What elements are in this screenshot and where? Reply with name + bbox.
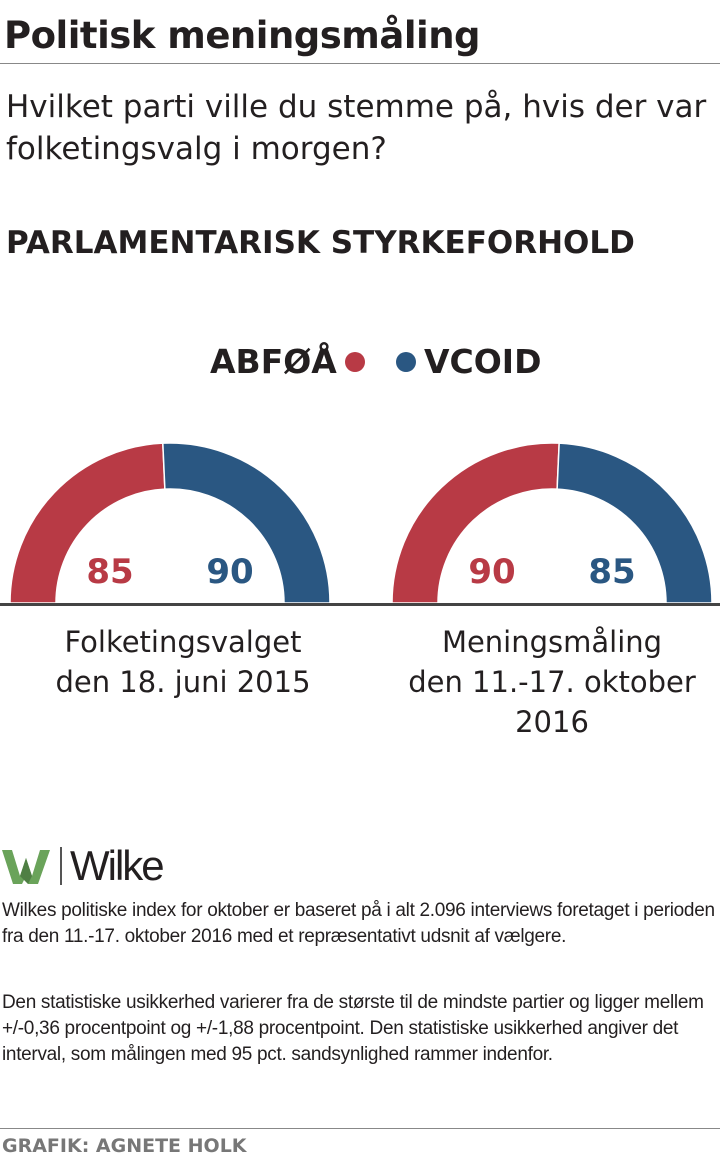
legend-item-blue: VCOID [396,342,541,381]
data-label: 85 [86,552,133,592]
half-donut-charts: 85 90 90 85 [0,442,720,606]
logo-divider [60,847,62,885]
divider [0,63,720,64]
logo-text: Wilke [70,842,165,889]
caption-line: Meningsmåling [441,625,663,659]
caption-2: Meningsmåling den 11.-17. oktober 2016 [387,622,717,742]
caption-line: den 18. juni 2015 [55,665,311,699]
data-label: 85 [588,552,635,592]
wilke-logo: Wilke [0,842,165,890]
blue-dot-icon [396,351,416,372]
caption-line: 2016 [515,705,589,739]
caption-line: den 11.-17. oktober [408,665,696,699]
uncertainty-note: Den statistiske usikkerhed varierer fra … [2,992,704,1065]
graphic-credit: GRAFIK: AGNETE HOLK [2,1135,247,1157]
methodology-note: Wilkes politiske index for oktober er ba… [2,900,715,947]
data-label: 90 [206,552,253,592]
donut-segment-VCOID [556,442,713,604]
divider [0,1128,720,1129]
chart-title: PARLAMENTARISK STYRKEFORHOLD [6,225,635,261]
wilke-w-icon [2,850,50,884]
red-dot-icon [344,351,365,372]
baseline [0,603,720,606]
legend-label: VCOID [424,342,542,381]
data-label: 90 [468,552,515,592]
caption-line: Folketingsvalget [64,625,302,659]
page-title: Politisk meningsmåling [4,14,481,57]
question: Hvilket parti ville du stemme på, hvis d… [6,89,707,167]
legend-label: ABFØÅ [210,342,337,381]
caption-1: Folketingsvalget den 18. juni 2015 [18,622,348,702]
legend-item-red: ABFØÅ [210,342,365,381]
donut-segment-VCOID [162,442,331,604]
